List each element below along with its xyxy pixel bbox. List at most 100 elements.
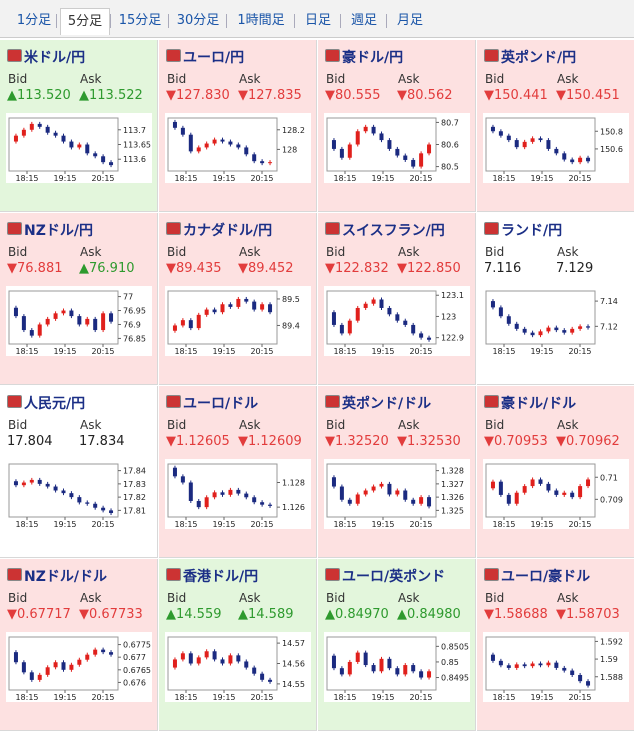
mini-chart: 1.328 1.327 1.326 1.325 18:15 19:15 20:15 <box>324 459 470 529</box>
rate-cell[interactable]: ユーロ/豪ドル Bid Ask ▼1.58688 ▼1.58703 1.592 1.59 1.… <box>477 559 634 731</box>
rate-cell[interactable]: 英ポンド/ドル Bid Ask ▼1.32520 ▼1.32530 1.328 1.327 1… <box>318 386 476 558</box>
pair-name[interactable]: 豪ドル/円 <box>342 50 404 66</box>
rate-cell[interactable]: 英ポンド/円 Bid Ask ▼150.441 ▼150.451 150.8 150.6 18… <box>477 40 634 212</box>
pair-name[interactable]: ユーロ/豪ドル <box>501 569 591 585</box>
pair-name[interactable]: NZドル/円 <box>24 223 93 239</box>
candle-body <box>347 661 352 675</box>
tab[interactable]: 日足 <box>304 13 331 28</box>
x-tick-label: 18:15 <box>174 174 197 183</box>
tab[interactable]: 1分足 <box>16 13 52 28</box>
x-tick-label: 20:15 <box>250 174 273 183</box>
candle-body <box>570 492 575 498</box>
rate-cell[interactable]: ユーロ/ドル Bid Ask ▼1.12605 ▼1.12609 1.128 1.126 18… <box>159 386 317 558</box>
tab[interactable]: 30分足 <box>176 13 220 28</box>
x-tick-label: 19:15 <box>53 520 76 529</box>
x-tick-label: 18:15 <box>333 693 356 702</box>
flag-icon <box>325 49 340 62</box>
pair-name[interactable]: 英ポンド/ドル <box>342 396 432 412</box>
tab[interactable]: 週足 <box>350 13 377 28</box>
candle-body <box>355 307 360 321</box>
rate-cell[interactable]: ユーロ/円 Bid Ask ▼127.830 ▼127.835 128.2 128 18:15… <box>159 40 317 212</box>
pair-name[interactable]: 米ドル/円 <box>24 50 86 66</box>
candle-body <box>514 492 519 504</box>
candle-body <box>69 493 74 498</box>
candle-body <box>260 304 265 310</box>
pair-name[interactable]: ユーロ/円 <box>183 50 245 66</box>
bid-label: Bid <box>8 418 28 432</box>
ask-label: Ask <box>239 72 261 86</box>
candle-body <box>419 153 424 167</box>
rate-cell[interactable]: 豪ドル/ドル Bid Ask ▼0.70953 ▼0.70962 0.71 0.709 18:… <box>477 386 634 558</box>
rate-cell[interactable]: 豪ドル/円 Bid Ask ▼80.555 ▼80.562 80.7 80.6 80.5 18:… <box>318 40 476 212</box>
candle-body <box>490 654 495 661</box>
pair-name[interactable]: カナダドル/円 <box>183 223 273 239</box>
candle-body <box>562 492 567 495</box>
plot-frame <box>167 290 278 345</box>
plot-frame <box>167 463 278 518</box>
ask-value: ▼150.451 <box>556 88 620 103</box>
rate-cell[interactable]: 香港ドル/円 Bid Ask ▲14.559 ▲14.589 14.57 14.56 14.5… <box>159 559 317 731</box>
candle-body <box>403 665 408 675</box>
x-tick-label: 20:15 <box>91 520 114 529</box>
candle-body <box>347 320 352 334</box>
candle-body <box>554 148 559 154</box>
pair-name[interactable]: NZドル/ドル <box>24 569 107 585</box>
pair-name[interactable]: ランド/円 <box>501 223 563 239</box>
bid-label: Bid <box>167 72 187 86</box>
y-tick-label: 1.588 <box>600 673 623 682</box>
mini-chart: 14.57 14.56 14.55 18:15 19:15 20:15 <box>165 632 311 702</box>
x-tick-label: 18:15 <box>492 693 515 702</box>
candle-body <box>363 126 368 132</box>
ask-value: ▼1.58703 <box>556 607 620 622</box>
rate-cell[interactable]: NZドル/ドル Bid Ask ▼0.67717 ▼0.67733 0.6775 0.677… <box>0 559 158 731</box>
candle-body <box>45 667 50 675</box>
rate-cell[interactable]: ランド/円 Bid Ask 7.116 7.129 7.14 7.12 18:15 19:15 2… <box>477 213 634 385</box>
pair-name[interactable]: 香港ドル/円 <box>183 569 259 585</box>
candle-body <box>252 301 257 310</box>
candle-body <box>530 138 535 142</box>
rate-cell[interactable]: 人民元/円 Bid Ask 17.804 17.834 17.84 17.83 17.82 17… <box>0 386 158 558</box>
candle-body <box>53 313 58 319</box>
x-tick-label: 20:15 <box>568 693 591 702</box>
x-tick-label: 19:15 <box>530 347 553 356</box>
bid-label: Bid <box>167 418 187 432</box>
tab[interactable]: 1時間足 <box>237 13 285 28</box>
pair-name[interactable]: 英ポンド/円 <box>501 50 577 66</box>
y-tick-label: 113.7 <box>123 126 146 135</box>
rate-cell[interactable]: スイスフラン/円 Bid Ask ▼122.832 ▼122.850 123.1 123 12… <box>318 213 476 385</box>
candle-body <box>522 328 527 333</box>
ask-label: Ask <box>80 72 102 86</box>
ask-label: Ask <box>239 418 261 432</box>
mini-chart: 0.71 0.709 18:15 19:15 20:15 <box>483 459 629 529</box>
pair-name[interactable]: ユーロ/ドル <box>183 396 259 412</box>
candle-body <box>578 326 583 329</box>
candle-body <box>188 320 193 329</box>
pair-name[interactable]: 豪ドル/ドル <box>501 396 577 412</box>
candle-body <box>395 490 400 495</box>
rate-cell[interactable]: カナダドル/円 Bid Ask ▼89.435 ▼89.452 89.5 89.4 18:15… <box>159 213 317 385</box>
candle-body <box>180 476 185 483</box>
candle-body <box>228 141 233 145</box>
rate-cell[interactable]: NZドル/円 Bid Ask ▼76.881 ▲76.910 77 76.95 76.9 76.… <box>0 213 158 385</box>
mini-chart: 1.592 1.59 1.588 18:15 19:15 20:15 <box>483 632 629 702</box>
candle-body <box>403 490 408 500</box>
candle-body <box>411 499 416 504</box>
pair-name[interactable]: 人民元/円 <box>24 396 86 412</box>
bid-label: Bid <box>326 72 346 86</box>
rate-cell[interactable]: 米ドル/円 Bid Ask ▲113.520 ▲113.522 113.7 113.65 11… <box>0 40 158 212</box>
candle-body <box>21 482 26 486</box>
pair-name[interactable]: スイスフラン/円 <box>342 223 445 239</box>
rate-cell[interactable]: ユーロ/英ポンド Bid Ask ▲0.84970 ▲0.84980 0.8505 0.85… <box>318 559 476 731</box>
candle-body <box>268 162 273 164</box>
tab[interactable]: 月足 <box>396 13 423 28</box>
x-tick-label: 18:15 <box>333 347 356 356</box>
pair-name[interactable]: ユーロ/英ポンド <box>342 569 446 585</box>
tab[interactable]: 15分足 <box>118 13 162 28</box>
ask-label: Ask <box>80 418 102 432</box>
tab[interactable]: 5分足 <box>60 8 110 35</box>
y-tick-label: 1.328 <box>441 467 464 476</box>
candle-body <box>331 140 336 149</box>
candle-body <box>172 659 177 668</box>
ask-value: ▲113.522 <box>79 88 143 103</box>
bid-value: ▲113.520 <box>7 88 71 103</box>
